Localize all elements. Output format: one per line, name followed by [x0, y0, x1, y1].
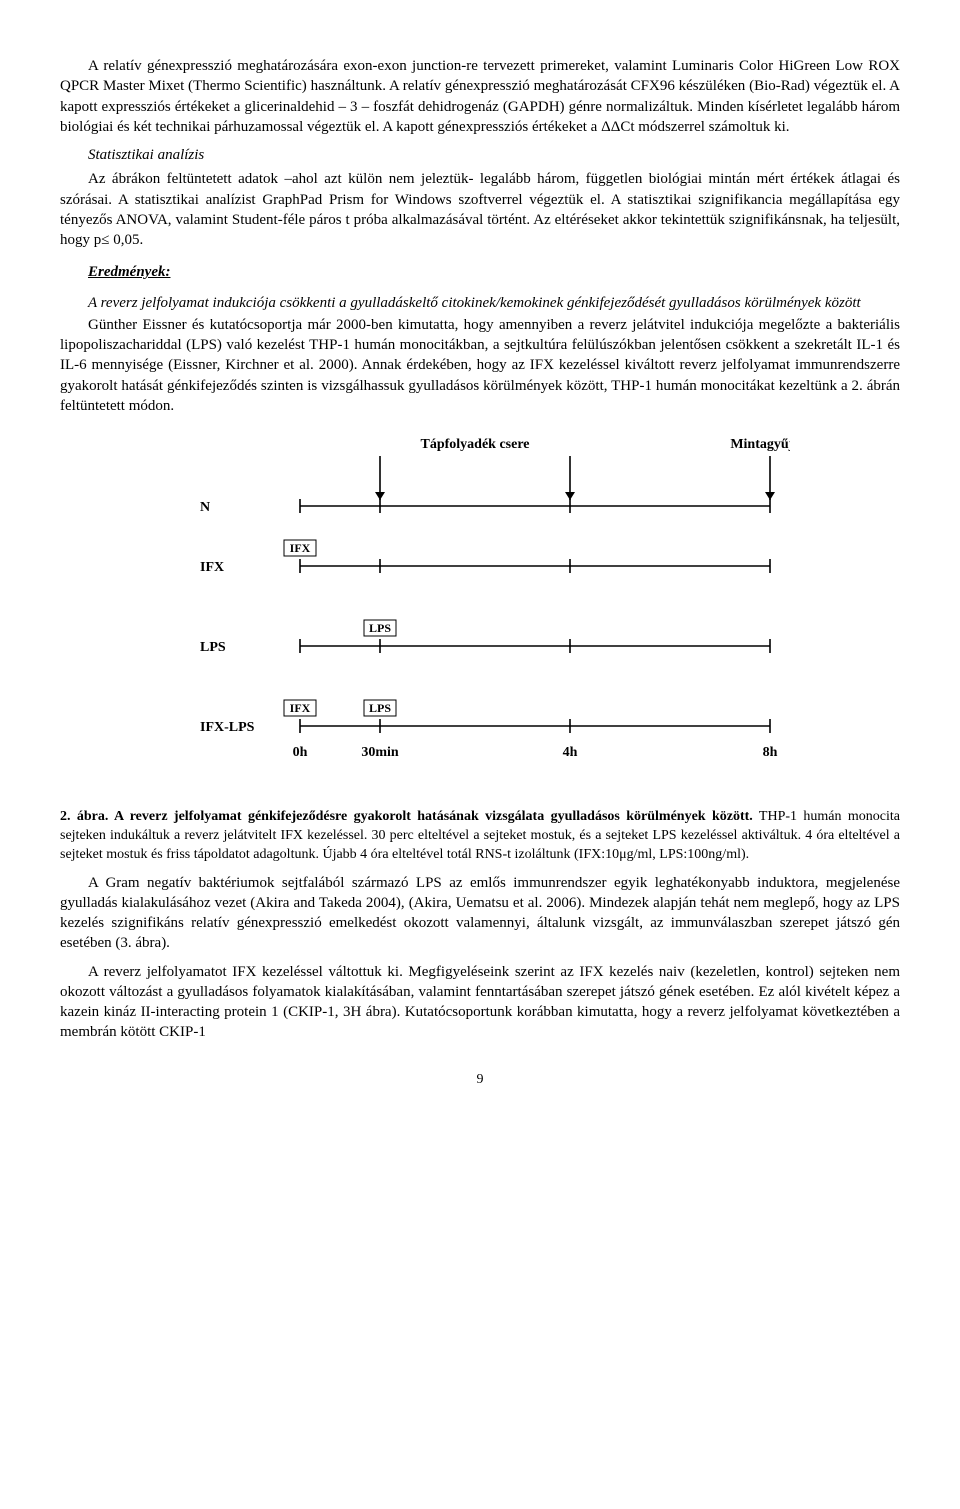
svg-text:IFX: IFX — [290, 701, 311, 715]
page-number: 9 — [60, 1071, 900, 1090]
svg-text:4h: 4h — [563, 745, 578, 760]
heading-results: Eredmények: — [60, 262, 900, 282]
figure-2: Tápfolyadék csere Mintagyűjtés N IFX LPS IFX-… — [60, 426, 900, 865]
paragraph-results-1: Günther Eissner és kutatócsoportja már 2… — [60, 315, 900, 416]
figure-2-diagram: Tápfolyadék csere Mintagyűjtés N IFX LPS IFX-… — [170, 426, 790, 806]
svg-text:Tápfolyadék csere: Tápfolyadék csere — [420, 437, 529, 452]
figure-2-caption-lead: 2. ábra. A reverz jelfolyamat génkifejez… — [60, 809, 753, 824]
subheading-statistical-analysis: Statisztikai analízis — [60, 145, 900, 165]
svg-text:N: N — [200, 500, 210, 515]
svg-text:IFX-LPS: IFX-LPS — [200, 720, 255, 735]
paragraph-methods-1: A relatív génexpresszió meghatározására … — [60, 56, 900, 137]
paragraph-results-3: A reverz jelfolyamatot IFX kezeléssel vá… — [60, 962, 900, 1043]
svg-text:LPS: LPS — [369, 621, 391, 635]
svg-text:30min: 30min — [361, 745, 399, 760]
svg-text:Mintagyűjtés: Mintagyűjtés — [730, 437, 790, 452]
svg-text:LPS: LPS — [369, 701, 391, 715]
paragraph-results-2: A Gram negatív baktériumok sejtfalából s… — [60, 873, 900, 954]
svg-text:0h: 0h — [293, 745, 308, 760]
paragraph-methods-2: Az ábrákon feltüntetett adatok –ahol azt… — [60, 169, 900, 250]
svg-text:IFX: IFX — [200, 560, 224, 575]
svg-text:8h: 8h — [763, 745, 778, 760]
figure-2-caption: 2. ábra. A reverz jelfolyamat génkifejez… — [60, 808, 900, 865]
subheading-reverse-signaling: A reverz jelfolyamat indukciója csökkent… — [60, 293, 900, 313]
svg-text:LPS: LPS — [200, 640, 226, 655]
svg-text:IFX: IFX — [290, 541, 311, 555]
